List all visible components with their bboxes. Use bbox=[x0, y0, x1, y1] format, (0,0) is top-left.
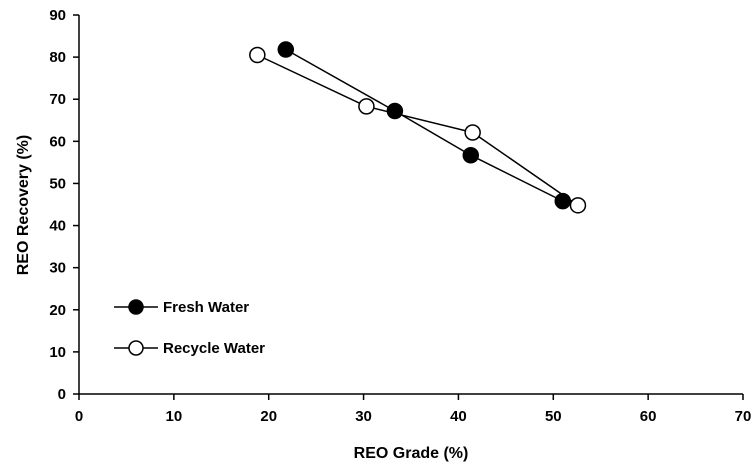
legend: Fresh Water Recycle Water bbox=[114, 299, 265, 357]
legend-marker bbox=[128, 340, 144, 356]
x-tick-label: 20 bbox=[260, 408, 277, 425]
series-line bbox=[257, 54, 579, 206]
series-recycle-water bbox=[249, 46, 587, 214]
legend-item: Recycle Water bbox=[114, 340, 265, 357]
y-tick-label: 50 bbox=[49, 175, 66, 192]
data-point bbox=[554, 192, 572, 210]
x-tick-label: 0 bbox=[75, 408, 83, 425]
y-tick-label: 30 bbox=[49, 260, 66, 277]
y-tick-label: 90 bbox=[49, 7, 66, 24]
legend-label: Recycle Water bbox=[163, 340, 265, 357]
axes bbox=[78, 15, 743, 395]
x-axis-title: REO Grade (%) bbox=[354, 445, 469, 462]
y-axis-title: REO Recovery (%) bbox=[15, 135, 32, 276]
y-tick-label: 70 bbox=[49, 91, 66, 108]
x-tick-label: 60 bbox=[640, 408, 657, 425]
y-tick-label: 40 bbox=[49, 218, 66, 235]
legend-label: Fresh Water bbox=[163, 299, 249, 316]
y-tick-label: 60 bbox=[49, 133, 66, 150]
legend-item: Fresh Water bbox=[114, 299, 249, 316]
data-point bbox=[358, 98, 375, 115]
x-tick-label: 50 bbox=[545, 408, 562, 425]
data-point bbox=[462, 146, 480, 164]
series-fresh-water bbox=[277, 41, 572, 210]
data-point bbox=[249, 46, 266, 64]
x-tick-label: 40 bbox=[450, 408, 467, 425]
series-line bbox=[285, 48, 564, 202]
x-tick-label: 10 bbox=[166, 408, 183, 425]
x-tick-label: 70 bbox=[735, 408, 752, 425]
x-ticks: 0 10 20 30 40 50 60 70 bbox=[75, 394, 752, 425]
y-tick-label: 80 bbox=[49, 49, 66, 66]
y-ticks: 0 10 20 30 40 50 60 70 80 90 bbox=[49, 7, 79, 403]
x-tick-label: 30 bbox=[355, 408, 372, 425]
data-point bbox=[464, 124, 481, 141]
data-point bbox=[386, 102, 404, 120]
series-layer bbox=[249, 41, 587, 214]
data-point bbox=[569, 197, 587, 214]
y-tick-label: 20 bbox=[49, 302, 66, 319]
data-point bbox=[277, 41, 295, 58]
legend-marker bbox=[128, 299, 144, 315]
y-tick-label: 10 bbox=[49, 344, 66, 361]
y-tick-label: 0 bbox=[58, 386, 66, 403]
